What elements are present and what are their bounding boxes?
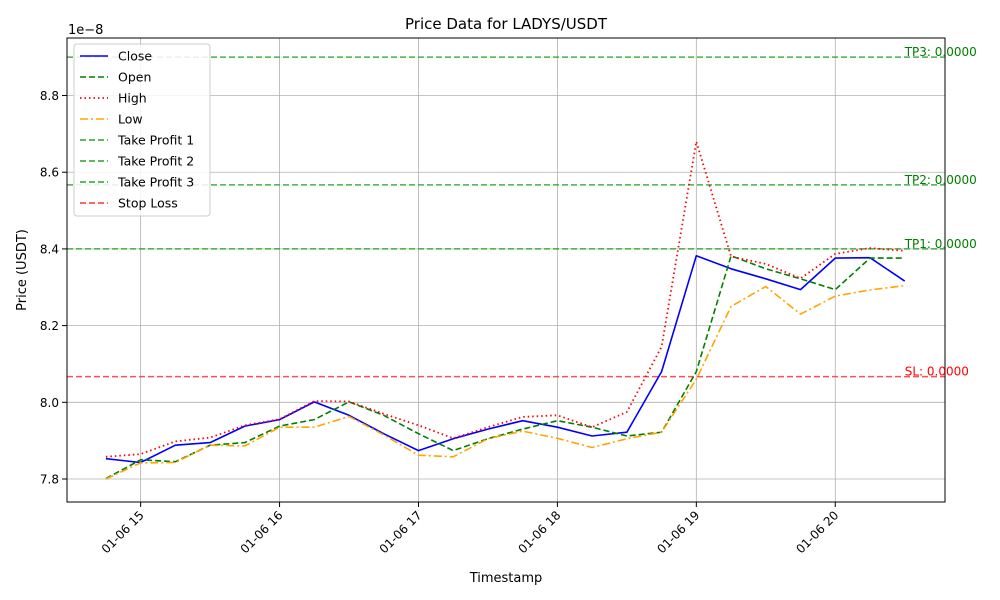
level-label: SL: 0.0000 xyxy=(905,365,969,379)
y-offset-label: 1e−8 xyxy=(68,23,103,38)
legend-label: Close xyxy=(118,49,152,64)
legend-label: Take Profit 3 xyxy=(117,175,194,190)
legend-label: High xyxy=(118,91,147,106)
series-line-low xyxy=(105,284,905,480)
legend-label: Open xyxy=(118,70,151,85)
level-lines xyxy=(67,56,945,378)
y-tick-label: 8.2 xyxy=(40,319,59,333)
level-labels: TP1: 0.0000 TP2: 0.0000 TP3: 0.0000 SL: 0.0… xyxy=(904,45,977,378)
y-axis-ticks: 7.8 8.0 8.2 8.4 8.6 8.8 xyxy=(40,89,67,486)
y-tick-label: 7.8 xyxy=(40,472,59,486)
y-tick-label: 8.4 xyxy=(40,242,59,256)
y-tick-label: 8.8 xyxy=(40,89,59,103)
series-lines xyxy=(105,140,906,480)
legend-label: Take Profit 2 xyxy=(117,154,194,169)
level-label: TP2: 0.0000 xyxy=(904,173,977,187)
series-line-close xyxy=(105,255,906,464)
level-label: TP3: 0.0000 xyxy=(904,45,977,59)
y-axis-label: Price (USDT) xyxy=(15,229,30,311)
legend-box xyxy=(73,43,211,217)
y-tick-label: 8.0 xyxy=(40,396,59,410)
series-line-open xyxy=(105,255,905,480)
chart-title: Price Data for LADYS/USDT xyxy=(405,15,608,33)
legend: Close Open High Low Take Profit 1 Take Profit… xyxy=(73,43,211,217)
x-axis-label: Timestamp xyxy=(469,571,543,586)
y-tick-label: 8.6 xyxy=(40,166,59,180)
legend-label: Low xyxy=(118,112,143,127)
legend-label: Take Profit 1 xyxy=(117,133,194,148)
level-label: TP1: 0.0000 xyxy=(904,237,977,251)
legend-label: Stop Loss xyxy=(118,196,178,211)
plot-frame xyxy=(66,37,946,503)
